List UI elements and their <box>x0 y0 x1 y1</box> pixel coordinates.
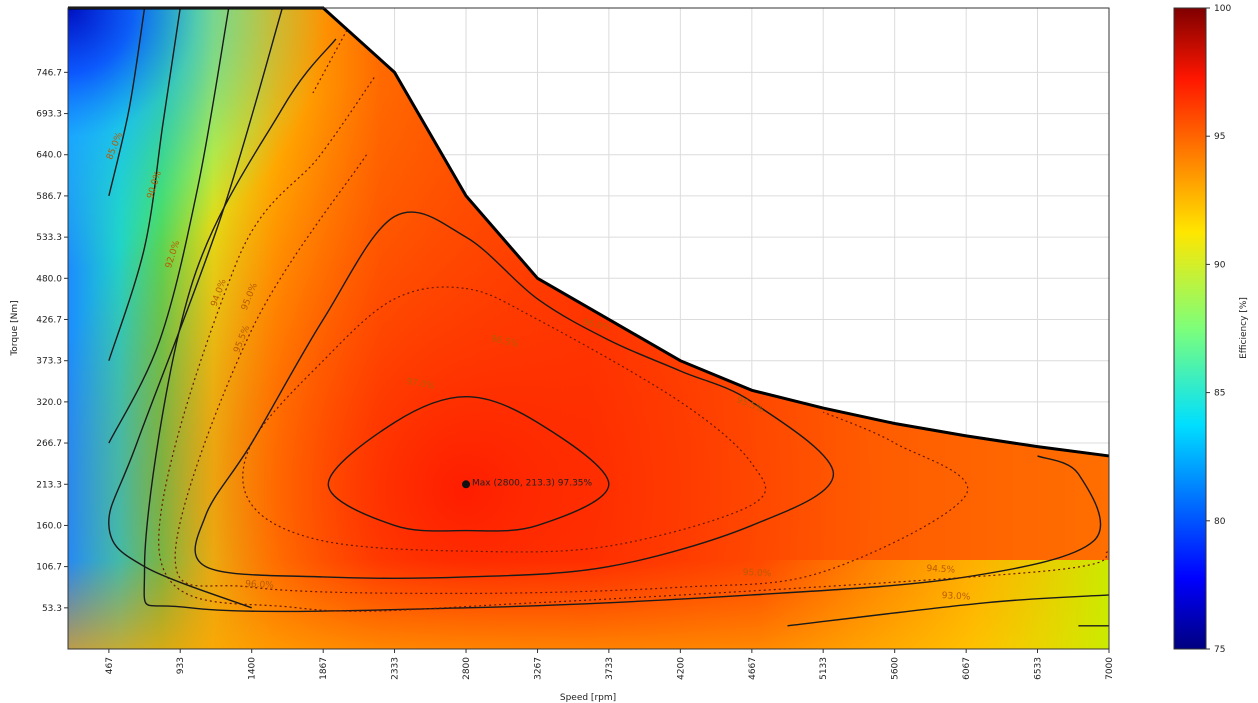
colorbar: 75 80 85 90 95 100 Efficiency [%] <box>1173 4 1249 655</box>
contour-line <box>108 8 283 609</box>
contour-line <box>327 395 610 532</box>
contour-label: 95.0% <box>742 568 772 580</box>
x-tick-label: 4200 <box>676 657 686 680</box>
contour-lines <box>108 8 1109 627</box>
x-tick-label: 4667 <box>748 657 758 680</box>
x-tick-label: 7000 <box>1105 657 1115 680</box>
peak-efficiency-label: Max (2800, 213.3) 97.35% <box>472 478 593 488</box>
y-tick-label: 640.0 <box>36 151 62 161</box>
colorbar-tick-label: 95 <box>1214 132 1225 142</box>
contour-label: 93.0% <box>941 591 971 603</box>
x-tick-label: 3733 <box>605 657 615 680</box>
x-tick-label: 1867 <box>319 657 329 680</box>
efficiency-fill: 85.0%90.0%92.0%94.0% 95.0%95.5% 96.0%96.5%… <box>68 8 1109 649</box>
x-tick-label: 2333 <box>391 657 401 680</box>
contour-label: 97.0% <box>406 377 436 392</box>
contour-label: 94.5% <box>926 564 956 576</box>
x-tick-label: 1400 <box>248 657 258 680</box>
y-tick-label: 213.3 <box>36 480 62 490</box>
y-tick-label: 533.3 <box>36 233 62 243</box>
x-tick-label: 467 <box>105 657 115 674</box>
colorbar-tick-label: 100 <box>1214 4 1231 14</box>
y-tick-label: 480.0 <box>36 274 62 284</box>
colorbar-tick-label: 80 <box>1214 517 1226 527</box>
y-tick-label: 693.3 <box>36 110 62 120</box>
peak-efficiency-marker <box>462 480 471 489</box>
contour-line <box>108 8 146 197</box>
y-tick-label: 426.7 <box>36 315 62 325</box>
y-tick-label: 160.0 <box>36 521 62 531</box>
colorbar-tick-label: 90 <box>1214 260 1226 270</box>
y-tick-label: 106.7 <box>36 563 62 573</box>
x-tick-label: 5600 <box>891 657 901 680</box>
y-tick-label: 53.3 <box>42 604 62 614</box>
colorbar-tick-label: 85 <box>1214 389 1225 399</box>
y-tick-label: 746.7 <box>36 68 62 78</box>
y-tick-label: 266.7 <box>36 439 62 449</box>
y-tick-label: 373.3 <box>36 357 62 367</box>
x-tick-label: 6067 <box>962 657 972 680</box>
torque-limit-curve <box>68 6 1110 458</box>
x-axis: 467 933 1400 1867 2333 2800 3267 3733 4200 4667 51… <box>105 649 1115 680</box>
contour-line <box>108 8 230 444</box>
x-tick-label: 3267 <box>534 657 544 680</box>
colorbar-tick-label: 75 <box>1214 645 1225 655</box>
x-axis-title: Speed [rpm] <box>560 693 616 703</box>
x-tick-label: 2800 <box>462 657 472 680</box>
contour-line <box>158 77 1109 612</box>
colorbar-scale <box>1173 7 1207 650</box>
y-axis-title: Torque [Nm] <box>10 300 20 356</box>
colorbar-ticks: 75 80 85 90 95 100 <box>1206 4 1231 655</box>
y-tick-label: 586.7 <box>36 192 62 202</box>
y-axis: 53.3 106.7 160.0 213.3 266.7 320.0 373.3 426.7 4… <box>36 68 68 614</box>
contour-line <box>108 8 181 361</box>
x-tick-label: 5133 <box>819 657 829 680</box>
colorbar-title: Efficiency [%] <box>1239 297 1249 359</box>
plot-frame <box>67 7 1110 650</box>
contour-line <box>787 594 1109 627</box>
y-tick-label: 320.0 <box>36 398 62 408</box>
contour-label: 96.0% <box>245 579 275 591</box>
x-tick-label: 6533 <box>1034 657 1044 680</box>
x-tick-label: 933 <box>176 657 186 674</box>
contour-line <box>194 211 835 579</box>
